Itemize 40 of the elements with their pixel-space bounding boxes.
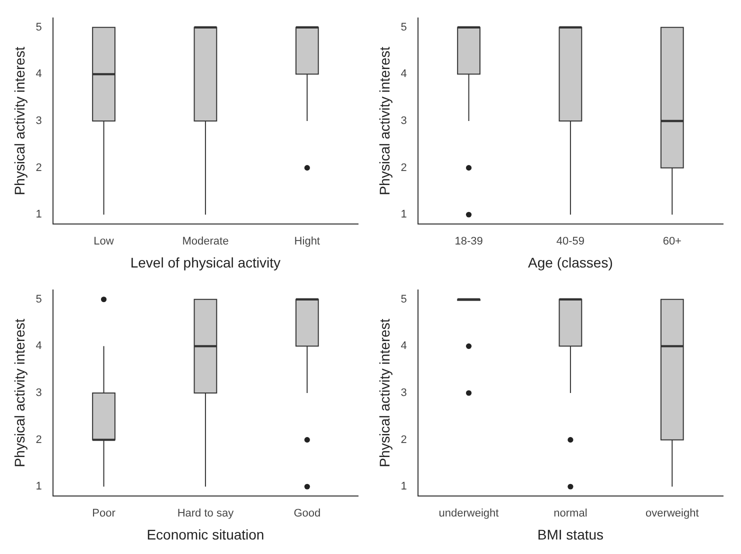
y-tick-label: 3: [36, 115, 42, 128]
y-axis-title: Physical activity interest: [376, 318, 392, 468]
x-axis-title: Age (classes): [528, 254, 613, 270]
x-tick-label: 60+: [662, 236, 682, 248]
y-axis-title: Physical activity interest: [11, 46, 28, 196]
y-tick-label: 2: [36, 162, 42, 174]
x-tick-label: Moderate: [182, 236, 229, 248]
y-tick-label: 1: [400, 480, 407, 493]
y-tick-label: 3: [400, 115, 407, 128]
y-axis-title: Physical activity interest: [11, 318, 28, 468]
y-tick-label: 5: [36, 293, 42, 306]
y-tick-label: 5: [400, 293, 407, 306]
x-tick-label: Poor: [92, 508, 116, 520]
y-tick-label: 4: [36, 68, 42, 80]
y-tick-label: 1: [36, 480, 42, 493]
y-tick-label: 1: [36, 208, 42, 221]
x-tick-label: underweight: [438, 508, 499, 520]
y-tick-label: 3: [36, 387, 42, 400]
x-tick-label: overweight: [646, 508, 699, 520]
y-tick-label: 4: [36, 340, 42, 352]
y-tick-label: 5: [36, 21, 42, 34]
x-axis-title: Level of physical activity: [130, 254, 281, 270]
y-axis-title: Physical activity interest: [376, 46, 392, 196]
x-tick-label: normal: [554, 508, 588, 520]
y-tick-label: 3: [400, 387, 407, 400]
x-axis-title: BMI status: [537, 526, 604, 542]
x-tick-label: Good: [294, 508, 321, 520]
y-tick-label: 2: [36, 434, 42, 446]
y-tick-label: 2: [400, 434, 407, 446]
x-tick-label: Hight: [294, 236, 320, 248]
y-tick-label: 4: [400, 68, 407, 80]
y-tick-label: 2: [400, 162, 407, 174]
x-axis-title: Economic situation: [146, 526, 264, 542]
y-tick-label: 1: [400, 208, 407, 221]
x-tick-label: 18-39: [454, 236, 483, 248]
x-tick-label: 40-59: [556, 236, 585, 248]
y-tick-label: 4: [400, 340, 407, 352]
y-tick-label: 5: [400, 21, 407, 34]
x-tick-label: Hard to say: [177, 508, 234, 520]
x-tick-label: Low: [94, 236, 114, 248]
